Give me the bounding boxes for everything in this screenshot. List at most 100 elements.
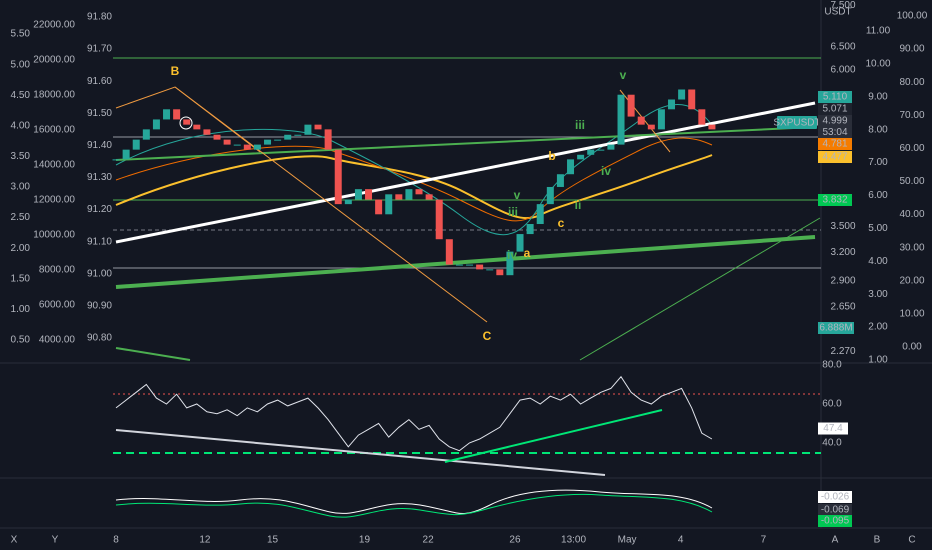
- rsi-line: [115, 375, 713, 452]
- overlay-tick-label: 0.50: [11, 335, 31, 346]
- candle-body: [445, 239, 453, 265]
- x-tick-label: 4: [678, 535, 684, 546]
- overlay-tick-label: 10.00: [899, 309, 924, 320]
- symbol-label: SXPUSDT: [773, 118, 820, 129]
- candle-body: [274, 139, 282, 141]
- candle-body: [193, 124, 201, 130]
- overlay-tick-label: 22000.00: [33, 20, 75, 31]
- candle-body: [253, 144, 261, 150]
- price-badge-label: 4.781: [822, 139, 847, 150]
- candle-body: [577, 154, 585, 160]
- rsi-tick-label: 40.0: [822, 438, 842, 449]
- overlay-tick-label: 91.50: [87, 108, 112, 119]
- rsi-badge-label: 47.4: [823, 423, 843, 434]
- candle-body: [173, 109, 181, 120]
- wave-label: v: [514, 188, 521, 202]
- countdown-badge: [818, 127, 852, 138]
- wave-label: C: [483, 329, 492, 343]
- overlay-tick-label: 1.00: [868, 355, 888, 366]
- overlay-tick-label: 4.00: [11, 120, 31, 131]
- candle-body: [688, 89, 696, 110]
- overlay-tick-label: 8000.00: [39, 265, 76, 276]
- overlay-tick-label: 40.00: [899, 209, 924, 220]
- y-tick-label: 3.200: [830, 247, 855, 258]
- candle-body: [546, 186, 554, 205]
- overlay-tick-label: 10000.00: [33, 230, 75, 241]
- overlay-tick-label: 5.00: [868, 223, 888, 234]
- price-badge-label: 4.477: [822, 152, 847, 163]
- overlay-tick-label: 16000.00: [33, 125, 75, 136]
- overlay-tick-label: 20.00: [899, 275, 924, 286]
- overlay-tick-label: 2.00: [868, 322, 888, 333]
- overlay-tick-label: 7.00: [868, 157, 888, 168]
- candle-body: [556, 174, 564, 187]
- candle-body: [334, 149, 342, 205]
- candle-body: [203, 129, 211, 135]
- candle-body: [183, 119, 191, 125]
- candle-body: [243, 144, 251, 150]
- overlay-tick-label: 90.80: [87, 333, 112, 344]
- overlay-tick-label: 90.00: [899, 44, 924, 55]
- candle-body: [233, 144, 241, 146]
- wave-label: B: [171, 64, 180, 78]
- overlay-tick-label: 4.50: [11, 90, 31, 101]
- candle-body: [506, 251, 514, 276]
- candle-body: [516, 234, 524, 252]
- overlay-tick-label: 9.00: [868, 91, 888, 102]
- x-tick-label: May: [618, 535, 637, 546]
- candle-body: [122, 149, 130, 160]
- price-badge-label: 4.999: [822, 116, 847, 127]
- overlay-tick-label: 90.90: [87, 300, 112, 311]
- candle-body: [365, 189, 373, 200]
- volume-badge: [818, 322, 854, 334]
- candle-body: [597, 149, 605, 151]
- overlay-tick-label: 5.00: [11, 59, 31, 70]
- overlay-tick-label: 60.00: [899, 143, 924, 154]
- macd-badge-label: -0.026: [821, 492, 850, 503]
- x-tick-label: 26: [509, 535, 521, 546]
- toolbar-icon: A: [832, 535, 839, 546]
- y-tick-label: 6.500: [830, 41, 855, 52]
- currency-label: USDT: [824, 7, 851, 18]
- candle-body: [284, 134, 292, 140]
- overlay-tick-label: 2.50: [11, 212, 31, 223]
- candle-body: [344, 199, 352, 205]
- y-tick-label: 3.500: [830, 221, 855, 232]
- candle-body: [627, 94, 635, 117]
- x-tick-label: 7: [761, 535, 767, 546]
- macd-badge: [818, 515, 852, 527]
- price-badge-label: 3.832: [822, 195, 847, 206]
- overlay-tick-label: 20000.00: [33, 55, 75, 66]
- countdown: 53:04: [822, 127, 847, 138]
- rsi-tick-label: 60.0: [822, 399, 842, 410]
- x-tick-label: 19: [359, 535, 371, 546]
- macd-badge: [818, 491, 852, 503]
- candle-body: [617, 94, 625, 145]
- wave-label: c: [558, 216, 565, 230]
- overlay-tick-label: 3.00: [868, 289, 888, 300]
- y-tick-label: 6.000: [830, 65, 855, 76]
- candle-body: [536, 204, 544, 225]
- overlay-tick-label: 11.00: [866, 26, 891, 37]
- wave-label: iii: [508, 205, 518, 219]
- candle-body: [587, 149, 595, 155]
- x-tick-label: 15: [267, 535, 279, 546]
- candle-body: [668, 99, 676, 110]
- overlay-tick-label: 1.00: [11, 304, 31, 315]
- x-tick-label: 12: [199, 535, 211, 546]
- wave-label: b: [548, 149, 555, 163]
- overlay-tick-label: 1.50: [11, 273, 31, 284]
- candle-body: [213, 134, 221, 140]
- overlay-tick-label: 2.00: [11, 243, 31, 254]
- rsi-tick-label: 80.0: [822, 360, 842, 371]
- overlay-tick-label: 4.00: [868, 256, 888, 267]
- candle-body: [163, 109, 171, 120]
- macd-badge-label: -0.095: [821, 516, 850, 527]
- price-badge: [818, 115, 852, 127]
- pane-borders: [0, 0, 932, 529]
- overlay-tick-label: 91.20: [87, 204, 112, 215]
- candle-body: [476, 264, 484, 270]
- price-badge: [818, 151, 852, 163]
- candle-body: [223, 139, 231, 145]
